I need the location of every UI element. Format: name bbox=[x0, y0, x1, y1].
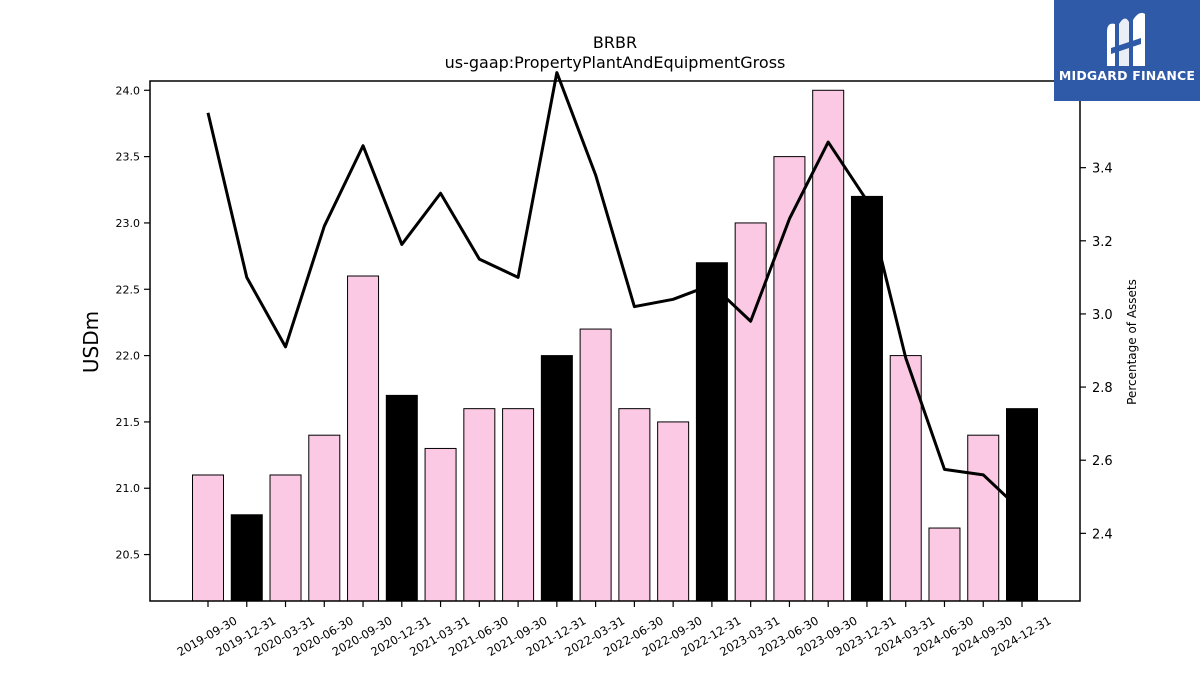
plot-frame bbox=[149, 80, 1081, 602]
y-tick-label: 23.5 bbox=[116, 151, 141, 164]
y-tick-label: 23.0 bbox=[116, 217, 141, 230]
bar bbox=[463, 408, 496, 602]
bar bbox=[230, 514, 263, 602]
bar bbox=[850, 195, 883, 602]
y-tick-label: 22.0 bbox=[116, 350, 141, 363]
chart-title: BRBR bbox=[593, 33, 637, 52]
y-tick-label: 21.0 bbox=[116, 482, 141, 495]
logo-mark-icon bbox=[1107, 12, 1145, 67]
bar bbox=[540, 355, 573, 602]
bars-group bbox=[192, 89, 1038, 602]
bar bbox=[812, 89, 845, 602]
bar bbox=[695, 262, 728, 602]
bar bbox=[269, 474, 302, 602]
bar bbox=[967, 434, 1000, 602]
bar bbox=[773, 156, 806, 602]
y-tick-label: 22.5 bbox=[116, 283, 141, 296]
bar bbox=[928, 527, 961, 602]
chart-subtitle: us-gaap:PropertyPlantAndEquipmentGross bbox=[445, 53, 786, 72]
logo-text: MIDGARD FINANCE bbox=[1058, 68, 1196, 83]
y2-tick-label: 3.0 bbox=[1092, 308, 1113, 323]
bar bbox=[1006, 408, 1038, 602]
bar bbox=[618, 408, 651, 602]
y2-tick-label: 3.2 bbox=[1092, 235, 1113, 250]
y2-tick-label: 2.8 bbox=[1092, 381, 1113, 396]
series-line bbox=[206, 71, 1024, 513]
bar bbox=[385, 394, 418, 602]
y2-tick-label: 2.4 bbox=[1092, 527, 1113, 542]
y2-tick-label: 2.6 bbox=[1092, 454, 1113, 469]
bar bbox=[657, 421, 690, 602]
y-axis-label: USDm bbox=[79, 311, 103, 373]
bar bbox=[308, 434, 341, 602]
y2-axis-label: Percentage of Assets bbox=[1125, 279, 1139, 405]
bar bbox=[579, 328, 612, 602]
axes-group: 20.5 21.0 21.5 22.0 22.5 23.0 23.5 24.0 2.4 2.6 2.… bbox=[116, 80, 1113, 659]
y-tick-label: 21.5 bbox=[116, 416, 141, 429]
y2-tick-label: 3.4 bbox=[1092, 162, 1113, 177]
line-group bbox=[206, 71, 1024, 513]
y-tick-label: 24.0 bbox=[116, 84, 141, 97]
bar bbox=[347, 275, 380, 602]
bar bbox=[424, 447, 457, 602]
bar bbox=[889, 355, 922, 602]
bar bbox=[734, 222, 767, 602]
logo: MIDGARD FINANCE bbox=[1054, 0, 1200, 101]
bar bbox=[502, 408, 535, 602]
bar bbox=[192, 474, 224, 602]
y-tick-label: 20.5 bbox=[116, 549, 141, 562]
